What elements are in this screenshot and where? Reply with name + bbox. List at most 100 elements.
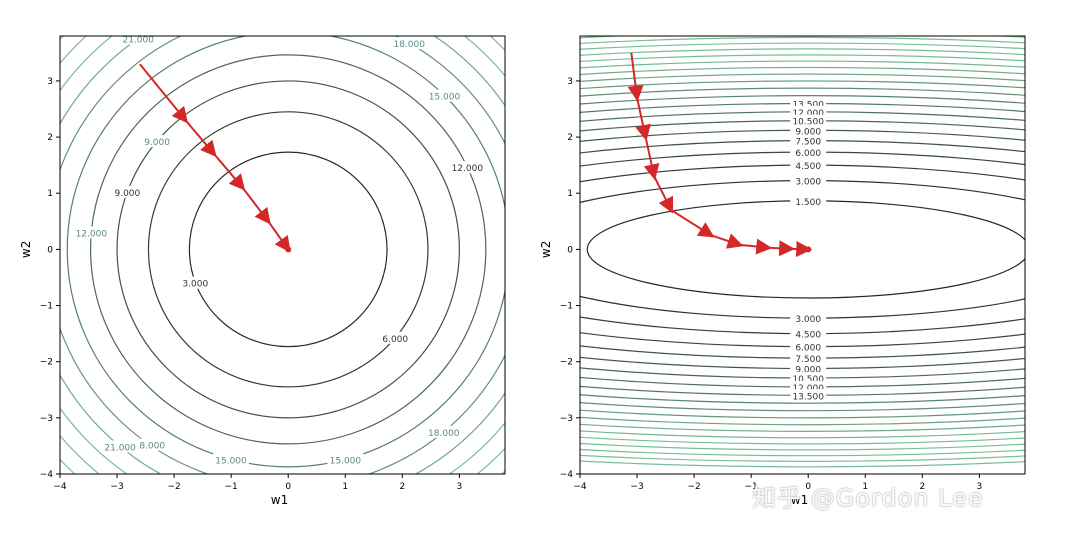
contour-level [580, 87, 1025, 412]
contour-label: 18.000 [393, 40, 425, 50]
x-tick-label: 3 [456, 482, 462, 492]
y-tick-label: 2 [47, 133, 53, 143]
contour-label: 9.000 [144, 138, 170, 148]
contour-label: 15.000 [330, 456, 362, 466]
plot-area [60, 36, 505, 474]
contour-label-bg [790, 134, 827, 147]
contour-label-bg [790, 174, 827, 187]
contour-level [89, 54, 487, 445]
descent-path [139, 63, 292, 253]
contour-label-bg [790, 362, 827, 375]
x-axis-label: w1 [791, 493, 808, 507]
y-tick-label: 0 [47, 245, 53, 255]
x-tick-label: 3 [976, 482, 982, 492]
descent-step [739, 238, 773, 255]
contour-label: 9.000 [795, 366, 821, 376]
contour-label-bg [327, 453, 364, 466]
contour-label: 15.000 [215, 456, 247, 466]
contour-label: 3.000 [182, 280, 208, 290]
x-tick-label: −4 [573, 482, 587, 492]
contour-level [66, 36, 505, 468]
axes-frame [579, 35, 1026, 475]
x-tick-label: 1 [862, 482, 868, 492]
x-tick-label: −2 [687, 482, 700, 492]
contour-label: 10.500 [792, 118, 824, 128]
contour-label-bg [109, 185, 146, 198]
y-tick-label: 0 [567, 245, 573, 255]
contour-label-bg [790, 327, 827, 340]
y-tick-label: −4 [560, 470, 574, 480]
contour-level [580, 80, 1025, 419]
y-tick-label: 3 [47, 77, 53, 87]
x-tick-label: −4 [53, 482, 67, 492]
contour-label: 3.000 [795, 315, 821, 325]
descent-step [768, 240, 796, 257]
y-tick-label: −2 [40, 358, 53, 368]
contour-label: 12.000 [792, 109, 824, 119]
contour-level [580, 95, 1025, 404]
contour-label: 12.000 [452, 164, 484, 174]
contour-label-bg [790, 194, 827, 207]
y-tick-label: −4 [40, 470, 54, 480]
contour-labels: 13.50012.00010.5009.0007.5006.0004.5003.… [790, 97, 827, 402]
minimum-point [805, 246, 812, 253]
contour-level [580, 54, 1025, 445]
contour-label: 13.500 [792, 100, 824, 110]
descent-step [627, 52, 644, 102]
x-tick-label: 0 [285, 482, 291, 492]
x-axis: −4 −3 −2 −1 0 1 2 3 [573, 474, 982, 492]
contour-label: 18.000 [428, 429, 460, 439]
contour-label-bg [790, 114, 827, 127]
contour-panel-anisotropic: 13.50012.00010.5009.0007.5006.0004.5003.… [539, 35, 1026, 507]
contour-label-bg [790, 124, 827, 137]
contour-level [580, 36, 1025, 462]
contour-level [116, 80, 460, 419]
descent-step [635, 97, 651, 141]
descent-path [627, 52, 813, 257]
contour-label-bg [790, 340, 827, 353]
x-axis-label: w1 [271, 493, 288, 507]
axes-frame [59, 35, 506, 475]
contour-label: 6.000 [795, 344, 821, 354]
y-axis-label: w2 [539, 241, 553, 258]
contour-label: 1.500 [795, 198, 821, 208]
y-tick-label: 1 [47, 189, 53, 199]
contour-label-bg [177, 276, 214, 289]
x-tick-label: 0 [805, 482, 811, 492]
x-tick-label: 1 [342, 482, 348, 492]
x-tick-label: 2 [399, 482, 405, 492]
contour-label-bg [790, 159, 827, 172]
watermark: 知乎 @Gordon Lee [752, 484, 984, 512]
contour-label-bg [790, 312, 827, 325]
contour-level [580, 42, 1025, 457]
contour-label: 21.000 [104, 444, 136, 454]
contour-level [188, 151, 388, 348]
contour-label-bg [102, 440, 139, 453]
x-tick-label: −1 [225, 482, 238, 492]
contour-label: 7.500 [795, 138, 821, 148]
x-tick-label: −1 [745, 482, 758, 492]
contour-label: 9.000 [795, 127, 821, 137]
descent-step [267, 220, 291, 253]
descent-step [139, 63, 189, 124]
y-tick-label: 1 [567, 189, 573, 199]
contour-label: 12.000 [792, 384, 824, 394]
contour-label-bg [790, 146, 827, 159]
contour-label: 15.000 [429, 93, 461, 103]
contour-level [580, 66, 1025, 432]
contour-level [580, 36, 1025, 468]
contour-label: 21.000 [122, 36, 154, 46]
y-tick-label: −1 [40, 302, 53, 312]
contour-label: 4.500 [795, 162, 821, 172]
contour-label-bg [426, 89, 463, 102]
descent-step [213, 153, 246, 191]
contour-label-bg [391, 37, 428, 50]
contour-label-bg [131, 438, 168, 451]
descent-step [710, 233, 744, 249]
y-axis: 3 2 1 0 −1 −2 −3 −4 [40, 77, 60, 480]
x-tick-label: −2 [167, 482, 180, 492]
x-tick-label: 2 [919, 482, 925, 492]
contour-label: 6.000 [795, 149, 821, 159]
x-tick-label: −3 [110, 482, 123, 492]
